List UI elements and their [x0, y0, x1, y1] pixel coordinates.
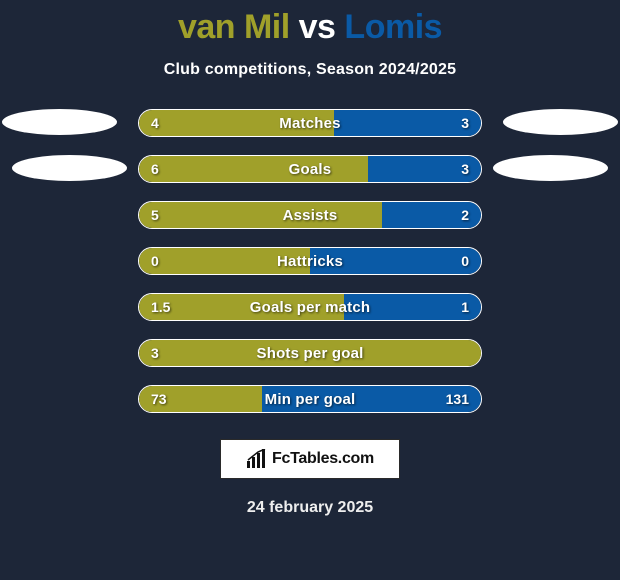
player1-name: van Mil [178, 8, 290, 46]
subtitle: Club competitions, Season 2024/2025 [0, 61, 620, 79]
stat-fill-left [139, 386, 262, 412]
comparison-title: van Mil vs Lomis [0, 0, 620, 47]
stat-fill-left [139, 156, 368, 182]
stat-row: Min per goal73131 [138, 385, 482, 413]
stat-fill-left [139, 294, 344, 320]
player1-badge-bottom [12, 155, 127, 181]
stats-area: Matches43 Goals63 Assists52 Hattricks00 Goal… [0, 109, 620, 413]
brand-box: FcTables.com [220, 439, 400, 479]
stat-fill-right [310, 248, 481, 274]
stat-row: Hattricks00 [138, 247, 482, 275]
player1-badge-top [2, 109, 117, 135]
stat-fill-left [139, 248, 310, 274]
stat-fill-right [262, 386, 481, 412]
brand-logo-icon [246, 449, 268, 469]
stat-fill-left [139, 110, 334, 136]
date-line: 24 february 2025 [0, 499, 620, 517]
stat-fill-right [382, 202, 481, 228]
stat-fill-left [139, 202, 382, 228]
player2-badge-top [503, 109, 618, 135]
stat-row: Shots per goal3 [138, 339, 482, 367]
vs-separator: vs [299, 8, 336, 46]
stat-row: Assists52 [138, 201, 482, 229]
stat-rows-container: Matches43 Goals63 Assists52 Hattricks00 Goal… [138, 109, 482, 413]
stat-fill-right [334, 110, 481, 136]
stat-fill-left [139, 340, 481, 366]
stat-fill-right [344, 294, 481, 320]
brand-text: FcTables.com [272, 450, 374, 468]
player2-name: Lomis [344, 8, 442, 46]
stat-row: Goals per match1.51 [138, 293, 482, 321]
stat-row: Goals63 [138, 155, 482, 183]
stat-row: Matches43 [138, 109, 482, 137]
stat-fill-right [368, 156, 481, 182]
player2-badge-bottom [493, 155, 608, 181]
